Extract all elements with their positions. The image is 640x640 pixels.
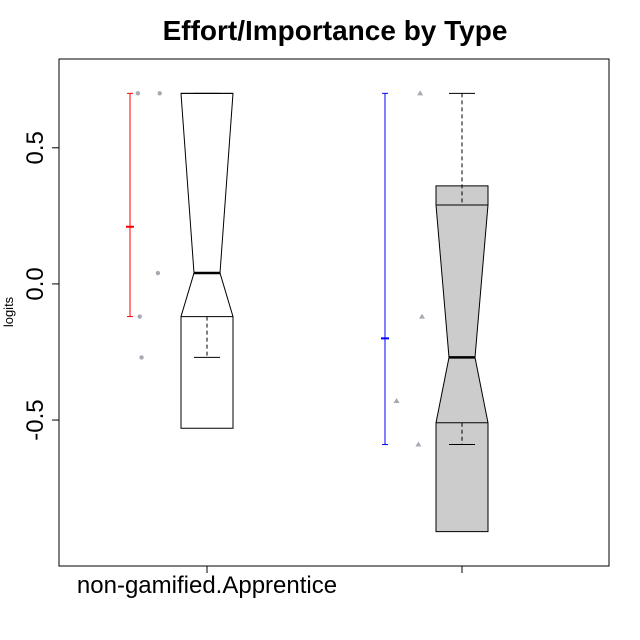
y-tick-label: 0.5	[22, 131, 49, 164]
box-body	[180, 92, 234, 429]
plot-frame	[58, 58, 610, 567]
data-point	[137, 314, 142, 319]
data-point	[135, 91, 141, 96]
data-point	[155, 270, 161, 276]
data-point	[415, 441, 422, 447]
data-point	[419, 313, 425, 319]
axes: -0.5 0.0 0.5 non-gamified.Apprentice	[22, 131, 463, 599]
data-point	[393, 397, 400, 403]
chart-title: Effort/Importance by Type	[163, 15, 508, 46]
y-tick-label: 0.0	[22, 267, 49, 300]
y-axis-label: logits	[1, 296, 16, 327]
box-body	[435, 185, 489, 533]
data-point	[157, 91, 162, 96]
plot-area	[126, 90, 489, 533]
x-tick-label: non-gamified.Apprentice	[77, 572, 337, 599]
data-point	[139, 355, 144, 360]
data-point	[417, 90, 424, 96]
y-tick-label: -0.5	[22, 399, 49, 440]
